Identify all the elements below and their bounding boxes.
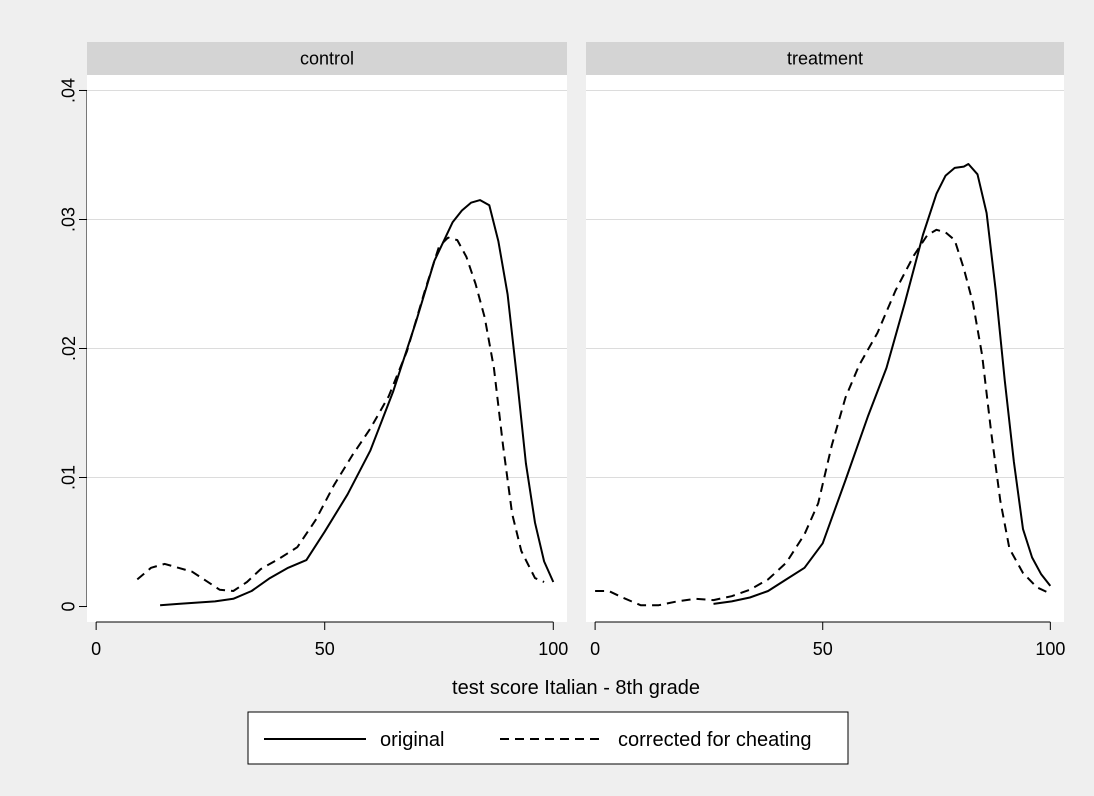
y-tick-label: .02	[59, 336, 79, 361]
series-line-original	[713, 163, 1052, 605]
x-tick-label: 0	[590, 639, 600, 659]
series-line-corrected	[595, 228, 1051, 607]
y-tick-label: .01	[59, 465, 79, 490]
panel-header	[87, 42, 567, 75]
panel-title: treatment	[787, 48, 863, 68]
x-tick-label: 50	[315, 639, 335, 659]
panel-control: control 0 50 100	[87, 42, 568, 659]
panels: control 0 50 100 treatment 0 50 100	[87, 42, 1065, 659]
panel-treatment: treatment 0 50 100	[586, 42, 1065, 659]
x-tick-label: 0	[91, 639, 101, 659]
legend-label: corrected for cheating	[618, 729, 811, 751]
x-tick-label: 100	[538, 639, 568, 659]
y-tick-label: 0	[59, 602, 79, 612]
legend: original corrected for cheating	[247, 711, 849, 765]
y-tick-label: .04	[59, 78, 79, 103]
panel-title: control	[300, 48, 354, 68]
legend-label: original	[380, 729, 444, 751]
x-tick-label: 100	[1035, 639, 1065, 659]
series-line-corrected	[136, 236, 545, 592]
panel-header	[586, 42, 1064, 75]
x-tick-label: 50	[813, 639, 833, 659]
x-axis-title: test score Italian - 8th grade	[452, 677, 700, 699]
y-tick-label: .03	[59, 207, 79, 232]
